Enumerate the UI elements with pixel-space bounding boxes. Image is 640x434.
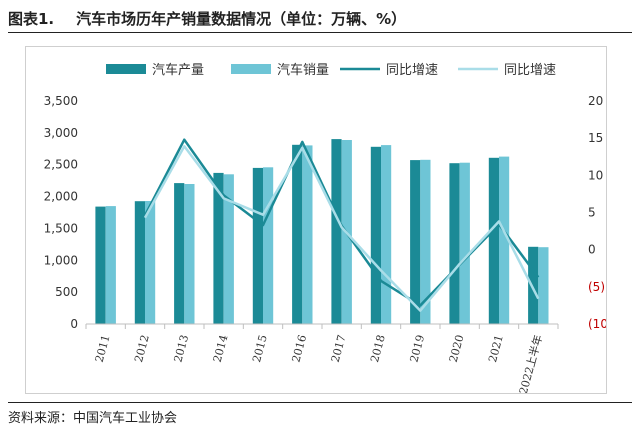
right-tick-label: 0 (588, 243, 596, 257)
category-label: 2020 (447, 333, 467, 363)
category-label: 2012 (132, 333, 152, 363)
legend-label-1: 汽车产量 (152, 62, 204, 78)
legend-label-3: 同比增速 (386, 63, 438, 78)
legend-swatch-2 (231, 64, 271, 74)
right-tick-label: (10) (588, 317, 606, 331)
category-label: 2011 (93, 333, 113, 363)
bar-production (331, 139, 342, 324)
chart-frame: 汽车产量 汽车销量 同比增速 同比增速 0 500 1,000 1,500 2,000 2,500… (25, 46, 607, 394)
bar-production (95, 206, 106, 324)
bar-production (252, 167, 263, 324)
bar-sales (420, 159, 431, 324)
bar-sales (459, 162, 470, 324)
source-note: 资料来源：中国汽车工业协会 (8, 411, 178, 426)
line-production-growth (143, 138, 540, 307)
category-label: 2019 (407, 333, 427, 363)
legend-label-2: 汽车销量 (277, 62, 329, 78)
bar-production (213, 172, 224, 324)
bar-sales (105, 206, 116, 324)
production-sales-chart: 汽车产量 汽车销量 同比增速 同比增速 0 500 1,000 1,500 2,000 2,500… (44, 62, 606, 393)
category-label: 2016 (289, 333, 309, 363)
left-tick-label: 1,000 (44, 253, 78, 267)
bar-sales (263, 167, 274, 324)
left-tick-label: 2,000 (44, 190, 78, 204)
bar-production (134, 201, 145, 324)
left-tick-label: 0 (70, 317, 78, 331)
bar-sales (538, 247, 549, 324)
right-tick-label: 20 (588, 94, 603, 108)
figure-number: 图表1. (8, 9, 55, 28)
category-label: 2022上半年 (516, 333, 545, 393)
bar-sales (302, 145, 313, 324)
bar-production (528, 246, 539, 324)
figure-title-row: 图表1. 汽车市场历年产销量数据情况（单位：万辆、%） (8, 6, 406, 30)
left-tick-label: 3,000 (44, 126, 78, 140)
bar-sales (145, 201, 156, 324)
bar-sales (499, 156, 510, 324)
bar-production (488, 157, 499, 324)
left-tick-label: 1,500 (44, 221, 78, 235)
title-rule (8, 32, 632, 33)
category-label: 2015 (250, 333, 270, 363)
category-label: 2013 (171, 333, 191, 363)
category-label: 2018 (368, 333, 388, 363)
source-rule (8, 402, 632, 403)
bar-production (370, 146, 381, 324)
bar-production (449, 163, 460, 324)
bar-sales (184, 184, 195, 324)
category-label: 2021 (486, 333, 506, 363)
bar-sales (223, 174, 234, 324)
category-label: 2017 (329, 333, 349, 363)
legend-label-4: 同比增速 (504, 63, 556, 78)
right-tick-label: 10 (588, 168, 603, 182)
bar-production (292, 144, 303, 324)
bar-production (174, 183, 185, 324)
category-label: 2014 (211, 333, 231, 363)
bar-sales (381, 145, 392, 324)
figure-title: 汽车市场历年产销量数据情况（单位：万辆、%） (76, 9, 407, 28)
right-tick-label: 5 (588, 206, 596, 220)
legend-swatch-1 (106, 64, 146, 74)
line-sales-growth (143, 145, 540, 312)
left-tick-label: 2,500 (44, 158, 78, 172)
right-tick-label: (5) (588, 280, 605, 294)
bar-production (410, 160, 421, 324)
left-tick-label: 3,500 (44, 94, 78, 108)
right-tick-label: 15 (588, 131, 603, 145)
left-tick-label: 500 (55, 285, 78, 299)
